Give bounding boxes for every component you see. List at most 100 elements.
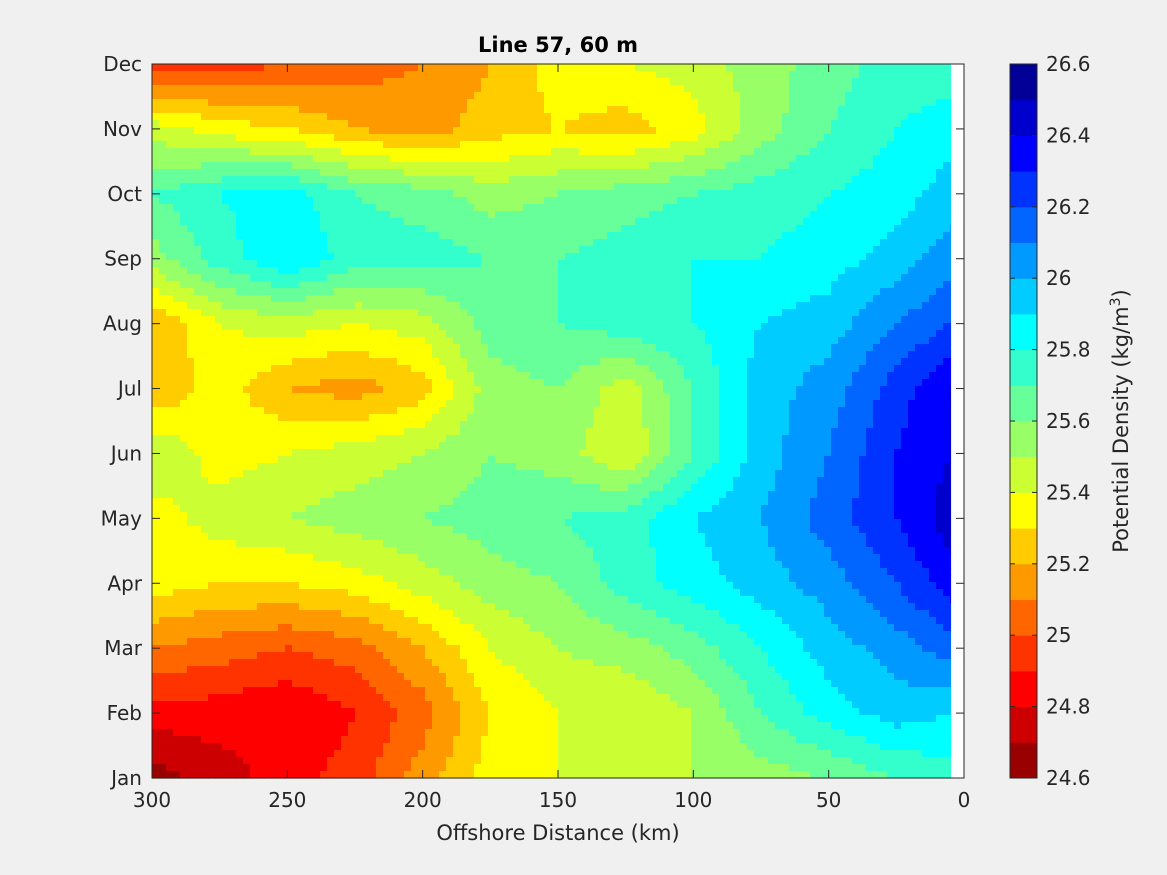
contour-cell <box>901 127 909 135</box>
contour-cell <box>313 78 321 86</box>
contour-cell <box>698 169 706 177</box>
contour-cell <box>404 239 412 247</box>
contour-cell <box>446 260 454 268</box>
contour-cell <box>222 211 230 219</box>
contour-cell <box>306 225 314 233</box>
contour-cell <box>565 169 573 177</box>
contour-cell <box>733 267 741 275</box>
contour-cell <box>747 113 755 121</box>
contour-cell <box>607 71 615 79</box>
contour-cell <box>187 78 195 86</box>
contour-cell <box>229 337 237 345</box>
contour-cell <box>194 225 202 233</box>
contour-cell <box>537 239 545 247</box>
contour-cell <box>495 337 503 345</box>
contour-cell <box>663 176 671 184</box>
contour-cell <box>719 120 727 128</box>
contour-cell <box>446 106 454 114</box>
contour-cell <box>432 183 440 191</box>
contour-cell <box>376 323 384 331</box>
contour-cell <box>852 316 860 324</box>
contour-cell <box>831 323 839 331</box>
contour-cell <box>516 92 524 100</box>
contour-cell <box>621 218 629 226</box>
contour-cell <box>537 211 545 219</box>
contour-cell <box>453 85 461 93</box>
contour-cell <box>803 267 811 275</box>
contour-cell <box>390 106 398 114</box>
contour-cell <box>705 120 713 128</box>
contour-cell <box>334 295 342 303</box>
contour-cell <box>873 260 881 268</box>
contour-cell <box>915 218 923 226</box>
contour-cell <box>733 309 741 317</box>
contour-cell <box>502 344 510 352</box>
contour-cell <box>194 92 202 100</box>
contour-cell <box>530 309 538 317</box>
contour-cell <box>747 274 755 282</box>
contour-cell <box>355 99 363 107</box>
contour-cell <box>369 365 377 373</box>
contour-cell <box>208 281 216 289</box>
contour-cell <box>152 246 160 254</box>
contour-cell <box>285 134 293 142</box>
contour-cell <box>264 148 272 156</box>
contour-cell <box>411 78 419 86</box>
contour-cell <box>530 281 538 289</box>
contour-cell <box>740 183 748 191</box>
contour-cell <box>544 155 552 163</box>
contour-cell <box>348 148 356 156</box>
contour-cell <box>866 211 874 219</box>
contour-cell <box>446 155 454 163</box>
contour-cell <box>264 274 272 282</box>
contour-cell <box>299 267 307 275</box>
contour-cell <box>936 204 944 212</box>
contour-cell <box>159 316 167 324</box>
contour-cell <box>677 253 685 261</box>
contour-cell <box>397 106 405 114</box>
contour-cell <box>453 232 461 240</box>
contour-cell <box>726 106 734 114</box>
contour-cell <box>152 71 160 79</box>
contour-cell <box>670 351 678 359</box>
contour-cell <box>803 92 811 100</box>
contour-cell <box>740 204 748 212</box>
contour-cell <box>754 64 762 72</box>
contour-cell <box>551 197 559 205</box>
contour-cell <box>222 330 230 338</box>
contour-cell <box>908 323 916 331</box>
contour-cell <box>670 344 678 352</box>
contour-cell <box>600 218 608 226</box>
contour-cell <box>810 330 818 338</box>
contour-cell <box>173 246 181 254</box>
contour-cell <box>544 351 552 359</box>
contour-cell <box>446 211 454 219</box>
contour-cell <box>411 281 419 289</box>
contour-cell <box>705 155 713 163</box>
contour-cell <box>495 232 503 240</box>
contour-cell <box>691 295 699 303</box>
contour-cell <box>915 204 923 212</box>
contour-cell <box>537 78 545 86</box>
contour-cell <box>698 141 706 149</box>
contour-cell <box>922 120 930 128</box>
contour-cell <box>488 113 496 121</box>
contour-cell <box>488 351 496 359</box>
contour-cell <box>831 162 839 170</box>
contour-cell <box>418 330 426 338</box>
contour-cell <box>663 71 671 79</box>
contour-cell <box>411 141 419 149</box>
contour-cell <box>439 302 447 310</box>
contour-cell <box>712 134 720 142</box>
contour-cell <box>537 183 545 191</box>
contour-cell <box>635 120 643 128</box>
contour-cell <box>929 260 937 268</box>
contour-cell <box>859 127 867 135</box>
contour-cell <box>495 365 503 373</box>
contour-cell <box>740 309 748 317</box>
contour-cell <box>313 162 321 170</box>
contour-cell <box>628 260 636 268</box>
contour-cell <box>383 99 391 107</box>
contour-cell <box>845 309 853 317</box>
contour-cell <box>635 309 643 317</box>
